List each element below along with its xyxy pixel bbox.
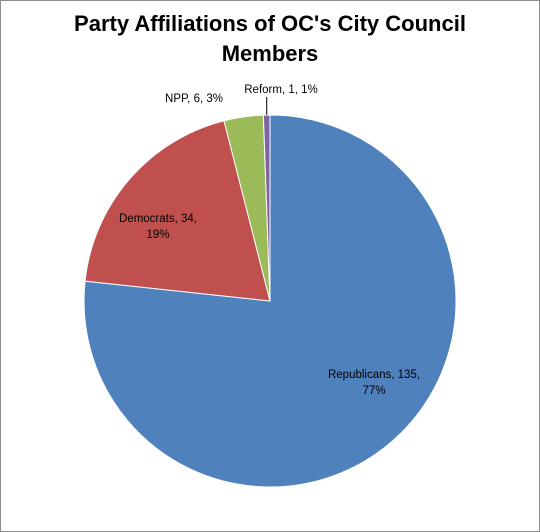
chart-title-line1: Party Affiliations of OC's City Council — [74, 11, 466, 36]
data-label-democrats: Democrats, 34, 19% — [119, 213, 197, 241]
chart-title-line2: Members — [221, 41, 319, 66]
pie-slice-reform — [262, 114, 271, 302]
data-label-reform: Reform, 1, 1% — [244, 84, 318, 96]
data-label-republicans: Republicans, 135, 77% — [328, 369, 420, 397]
chart-title: Party Affiliations of OC's City Council … — [1, 9, 539, 69]
pie-slice-democrats — [84, 120, 271, 302]
data-label-npp: NPP, 6, 3% — [165, 93, 223, 105]
